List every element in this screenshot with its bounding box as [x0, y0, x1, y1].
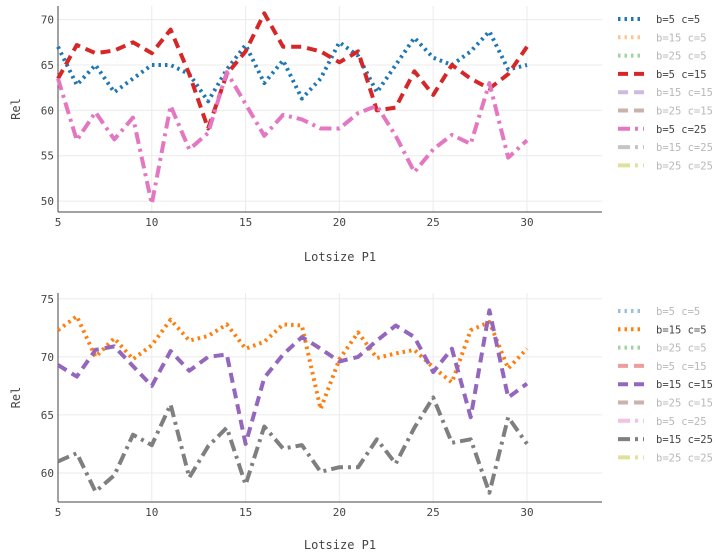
x-tick-label: 10 — [145, 216, 158, 229]
y-tick-label: 60 — [41, 467, 54, 480]
x-tick-label: 15 — [239, 506, 252, 519]
legend-label: b=15 c=15 — [656, 87, 713, 99]
chart-panel-1: 50 55 60 65 70 5 10 15 20 25 30 Lotsize P1 Rel b=5 c=… — [9, 6, 713, 264]
x-axis-title: Lotsize P1 — [304, 538, 376, 552]
legend-label: b=25 c=5 — [656, 51, 707, 63]
y-tick-label: 50 — [41, 195, 54, 208]
series-line — [56, 70, 529, 206]
x-tick-label: 30 — [520, 506, 533, 519]
series-line — [56, 11, 529, 131]
legend-label: b=5 c=15 — [656, 69, 707, 81]
legend-label: b=25 c=5 — [656, 343, 707, 355]
legend-label: b=15 c=25 — [656, 434, 713, 446]
y-axis-title: Rel — [9, 387, 23, 409]
y-tick-label: 60 — [41, 104, 54, 117]
legend-label: b=15 c=5 — [656, 32, 707, 44]
series-line — [56, 314, 529, 412]
y-axis-title: Rel — [9, 98, 23, 120]
legend-label: b=5 c=25 — [656, 416, 707, 428]
x-axis-title: Lotsize P1 — [304, 250, 376, 264]
series-line — [56, 308, 529, 446]
x-tick-label: 30 — [520, 216, 533, 229]
x-tick-label: 20 — [333, 506, 346, 519]
y-tick-label: 65 — [41, 59, 54, 72]
series-line — [56, 29, 528, 104]
legend-label: b=25 c=25 — [656, 452, 713, 464]
y-tick-label: 70 — [41, 351, 54, 364]
legend-label: b=15 c=15 — [656, 379, 713, 391]
legend-label: b=5 c=5 — [656, 14, 700, 26]
x-tick-label: 10 — [145, 506, 158, 519]
y-tick-label: 75 — [41, 293, 54, 306]
y-tick-label: 55 — [41, 150, 54, 163]
x-tick-label: 25 — [427, 506, 440, 519]
legend-label: b=5 c=25 — [656, 124, 707, 136]
legend-label: b=25 c=15 — [656, 398, 713, 410]
x-tick-label: 20 — [333, 216, 346, 229]
y-tick-label: 70 — [41, 14, 54, 27]
legend-label: b=15 c=5 — [656, 324, 707, 336]
x-tick-label: 25 — [427, 216, 440, 229]
x-tick-label: 5 — [55, 506, 62, 519]
x-tick-label: 15 — [239, 216, 252, 229]
series-line — [57, 395, 529, 495]
x-tick-label: 5 — [55, 216, 62, 229]
legend-label: b=15 c=25 — [656, 142, 713, 154]
legend-label: b=25 c=25 — [656, 160, 713, 172]
legend-label: b=5 c=15 — [656, 361, 707, 373]
y-tick-label: 65 — [41, 409, 54, 422]
legend-label: b=5 c=5 — [656, 306, 700, 318]
legend-label: b=25 c=15 — [656, 106, 713, 118]
chart-panel-2: 60 65 70 75 5 10 15 20 25 30 Lotsize P1 Rel b=5 c=5 b… — [9, 293, 713, 552]
